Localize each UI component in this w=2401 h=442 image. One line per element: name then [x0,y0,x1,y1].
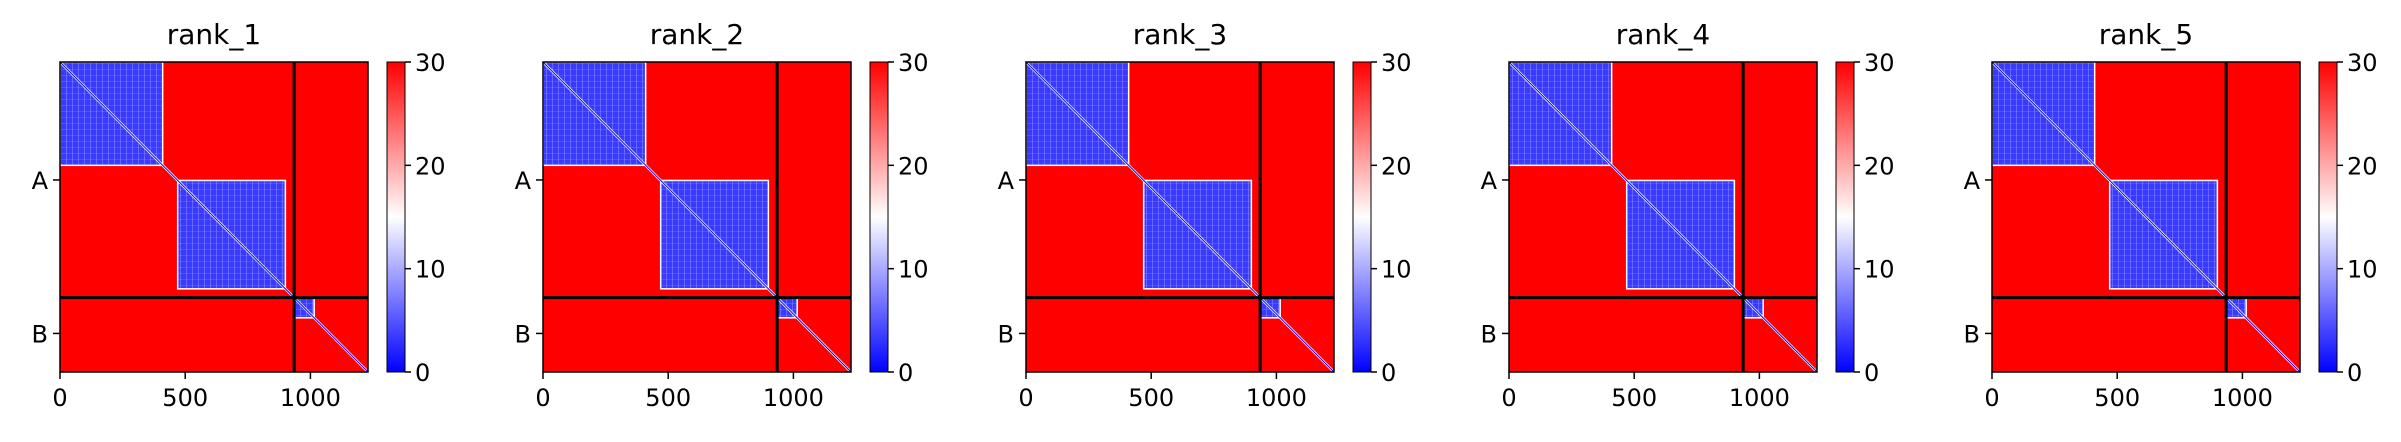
y-tick-label: A [32,167,49,195]
heatmap-diagonal-core [1508,61,1818,373]
colorbar [2318,61,2338,373]
colorbar-tick-label: 30 [415,49,446,77]
y-tick-label: B [515,320,531,348]
subplot-title: rank_4 [1616,18,1710,51]
y-tick-label: B [32,320,48,348]
colorbar-tick-label: 0 [415,359,430,387]
colorbar-tick-label: 10 [898,256,929,284]
subplot-5: rank_5 0 500 1000 A B 0 10 20 30 [1964,18,2378,412]
x-tick-label: 0 [1501,384,1516,412]
colorbar-tick-label: 20 [415,152,446,180]
heatmap-diagonal-core [1991,61,2301,373]
colorbar [869,61,889,373]
y-tick-label: B [1481,320,1497,348]
colorbar-tick-label: 10 [1864,256,1895,284]
colorbar [1835,61,1855,373]
colorbar [1352,61,1372,373]
colorbar-tick-label: 30 [898,49,929,77]
subplot-2: rank_2 0 500 1000 A B 0 10 20 30 [515,18,929,412]
colorbar-tick-label: 30 [1864,49,1895,77]
colorbar-tick-label: 20 [1381,152,1412,180]
x-tick-label: 1000 [763,384,824,412]
y-tick-label: A [998,167,1015,195]
subplot-title: rank_5 [2099,18,2193,51]
subplot-title: rank_3 [1133,18,1227,51]
subplot-4: rank_4 0 500 1000 A B 0 10 20 30 [1481,18,1895,412]
x-tick-label: 1000 [1246,384,1307,412]
heatmap-diagonal-core [542,61,852,373]
colorbar-tick-label: 0 [1381,359,1396,387]
x-tick-label: 500 [162,384,208,412]
x-tick-label: 0 [535,384,550,412]
subplot-3: rank_3 0 500 1000 A B 0 10 20 30 [998,18,1412,412]
axes-frame [59,61,369,373]
colorbar-tick-label: 0 [1864,359,1879,387]
x-tick-label: 1000 [280,384,341,412]
colorbar-tick-label: 10 [2347,256,2378,284]
colorbar-tick-label: 10 [1381,256,1412,284]
colorbar-tick-label: 0 [2347,359,2362,387]
subplot-1: rank_1 0 500 1000 A B 0 10 20 30 [32,18,446,412]
x-tick-label: 1000 [1729,384,1790,412]
x-tick-label: 500 [1611,384,1657,412]
colorbar-tick-label: 10 [415,256,446,284]
axes-frame [1991,61,2301,373]
heatmap-diagonal-core [1025,61,1335,373]
axes-frame [542,61,852,373]
x-tick-label: 500 [2094,384,2140,412]
y-tick-label: A [515,167,532,195]
colorbar [386,61,406,373]
y-tick-label: A [1481,167,1498,195]
colorbar-tick-label: 20 [898,152,929,180]
x-tick-label: 500 [1128,384,1174,412]
heatmap-diagonal-core [59,61,369,373]
y-tick-label: A [1964,167,1981,195]
x-tick-label: 1000 [2212,384,2273,412]
axes-frame [1025,61,1335,373]
y-tick-label: B [998,320,1014,348]
subplot-title: rank_1 [167,18,261,51]
x-tick-label: 0 [1984,384,1999,412]
colorbar-tick-label: 0 [898,359,913,387]
colorbar-tick-label: 20 [2347,152,2378,180]
y-tick-label: B [1964,320,1980,348]
colorbar-tick-label: 30 [2347,49,2378,77]
axes-frame [1508,61,1818,373]
x-tick-label: 0 [1018,384,1033,412]
x-tick-label: 0 [52,384,67,412]
subplot-title: rank_2 [650,18,744,51]
x-tick-label: 500 [645,384,691,412]
colorbar-tick-label: 20 [1864,152,1895,180]
colorbar-tick-label: 30 [1381,49,1412,77]
